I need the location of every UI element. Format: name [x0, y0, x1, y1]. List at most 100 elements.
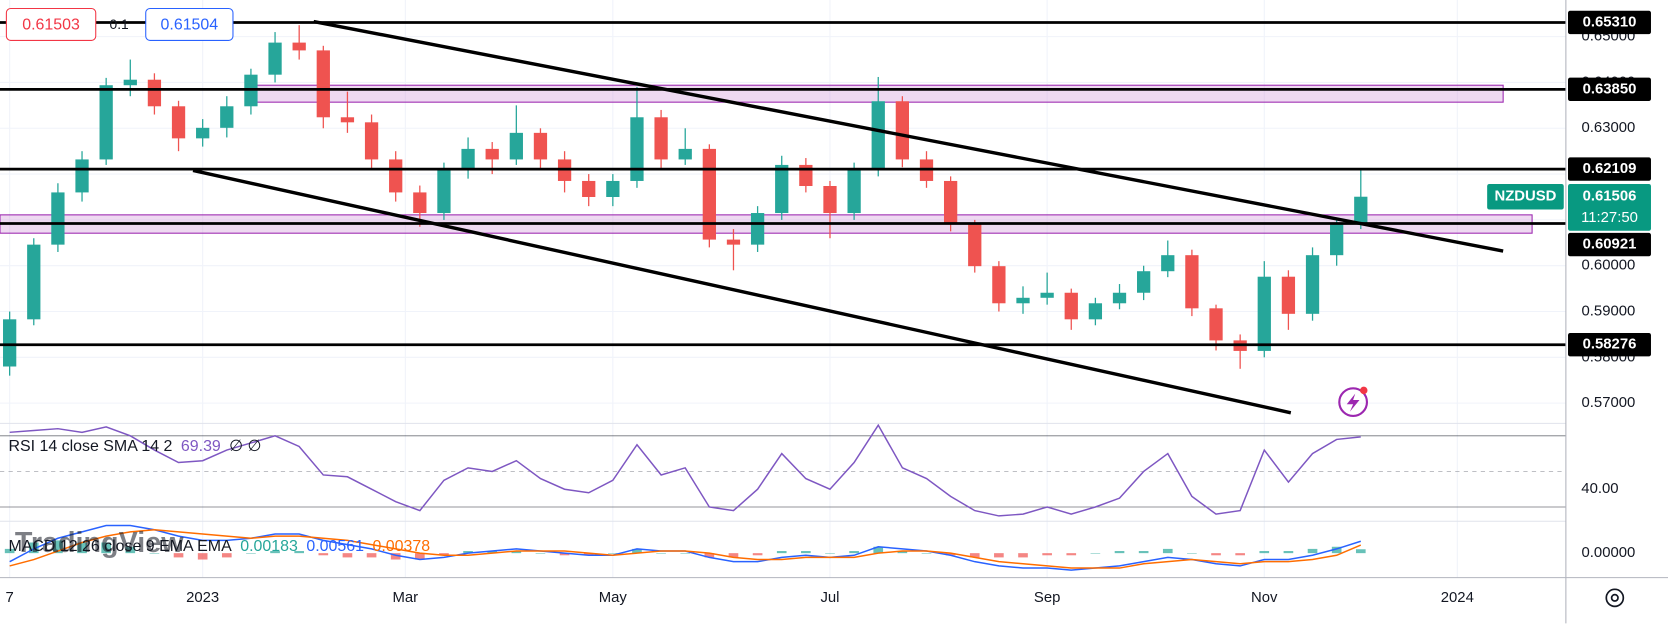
macd-histogram-bar — [656, 553, 666, 554]
macd-histogram-bar — [125, 546, 136, 554]
candle-body — [27, 244, 41, 320]
y-tick-label: 0.59000 — [1582, 303, 1636, 319]
candle-body — [992, 266, 1006, 304]
macd-hist-value: 0.00183 — [240, 538, 298, 555]
candle-body — [1016, 297, 1030, 304]
macd-histogram-bar — [632, 548, 642, 554]
trendline — [313, 19, 1504, 253]
macd-histogram-bar — [728, 553, 739, 558]
candle-body — [461, 148, 475, 171]
y-tick-label: 0.60000 — [1582, 258, 1636, 274]
alert-icon[interactable] — [1338, 386, 1369, 417]
macd-histogram-bar — [583, 553, 594, 556]
level-label: 0.62109 — [1583, 161, 1637, 177]
rsi-pane: RSI 14 close SMA 14 2 69.39 ∅ ∅ — [0, 423, 1566, 517]
macd-histogram-bar — [221, 553, 232, 558]
candle-body — [1040, 292, 1054, 298]
candle-body — [389, 159, 403, 193]
settings-icon-center — [1610, 593, 1619, 602]
macd-histogram-bar — [1211, 553, 1221, 556]
x-tick-label: Mar — [393, 590, 419, 606]
macd-histogram-bar — [1355, 549, 1366, 554]
candle-body — [509, 132, 523, 160]
countdown-label: 11:27:50 — [1581, 210, 1638, 226]
last-price-badge — [1568, 183, 1651, 231]
macd-histogram-bar — [994, 553, 1004, 558]
spread: 0.1 — [110, 16, 129, 32]
macd-histogram-bar — [28, 542, 39, 554]
macd-histogram-bar — [559, 553, 570, 556]
macd-histogram-bar — [342, 553, 353, 558]
macd-histogram-bar — [535, 553, 546, 554]
candle-body — [895, 101, 910, 160]
macd-histogram-bar — [270, 551, 280, 554]
candle-body — [968, 223, 982, 267]
candle-body — [871, 101, 885, 171]
sell-button[interactable]: 0.61503 — [5, 7, 97, 41]
level-label: 0.58276 — [1583, 337, 1637, 353]
candle-body — [1112, 292, 1127, 304]
x-tick-label: 7 — [6, 590, 14, 606]
macd-histogram-bar — [463, 551, 473, 554]
macd-histogram-bar — [1042, 553, 1052, 556]
macd-histogram-bar — [77, 542, 87, 554]
candle-body — [630, 117, 644, 181]
candle-body — [171, 106, 186, 139]
candle-body — [3, 319, 17, 367]
rsi-tick-label: 40.00 — [1581, 481, 1618, 497]
candle-body — [51, 192, 65, 245]
level-badge — [1568, 157, 1651, 181]
candle-body — [1185, 255, 1199, 309]
settings-icon[interactable] — [1605, 588, 1625, 608]
macd-histogram-bar — [1307, 548, 1318, 554]
alert-icon-ring — [1338, 387, 1369, 417]
candle-body — [823, 186, 837, 214]
macd-histogram-bar — [680, 553, 691, 554]
candle-body — [147, 79, 162, 107]
candle-body — [847, 170, 861, 214]
buy-button[interactable]: 0.61504 — [145, 7, 234, 41]
macd-histogram-bar — [246, 553, 256, 554]
candle-body — [1257, 276, 1271, 351]
level-badge — [1568, 332, 1651, 357]
sell-price: 0.61503 — [22, 17, 80, 34]
macd-histogram-bar — [897, 551, 908, 554]
macd-histogram-bar — [873, 546, 884, 554]
macd-histogram-bar — [1090, 553, 1101, 554]
macd-histogram-bar — [4, 548, 15, 554]
macd-histogram-bar — [969, 553, 980, 558]
candle-body — [750, 213, 765, 245]
candle-body — [775, 164, 789, 214]
macd-histogram-bar — [414, 553, 425, 560]
macd-histogram-bar — [294, 551, 305, 554]
rsi-line — [9, 423, 1361, 517]
macd-histogram-bar — [53, 540, 63, 554]
candle-body — [654, 117, 668, 160]
macd-histogram-bar — [101, 542, 111, 554]
candle-body — [413, 192, 427, 214]
candle-body — [292, 42, 306, 51]
macd-histogram-bar — [173, 553, 184, 558]
candle-body — [943, 180, 958, 224]
symbol-badge — [1487, 183, 1564, 210]
signal-line — [9, 529, 1362, 569]
macd-histogram-bar — [776, 551, 787, 554]
overlay: 0.61503 0.1 0.61504 — [5, 7, 1625, 608]
level-label: 0.60921 — [1583, 237, 1637, 253]
candle-body — [1305, 255, 1320, 314]
level-label: 0.63850 — [1583, 81, 1637, 97]
y-tick-label: 0.63000 — [1582, 120, 1636, 136]
candle-body — [316, 50, 330, 118]
candle-body — [196, 127, 210, 139]
trendline — [192, 168, 1292, 415]
candle-body — [123, 79, 137, 86]
buy-box — [145, 7, 234, 41]
candle-body — [1209, 308, 1223, 341]
macd-value: 0.00561 — [306, 538, 364, 555]
macd-histogram-bar — [801, 551, 811, 554]
macd-legend: MACD 12 26 close 9 EMA EMA 0.00183 0.00561… — [9, 538, 431, 555]
candle-body — [678, 148, 692, 160]
x-tick-label: 2024 — [1441, 590, 1474, 606]
